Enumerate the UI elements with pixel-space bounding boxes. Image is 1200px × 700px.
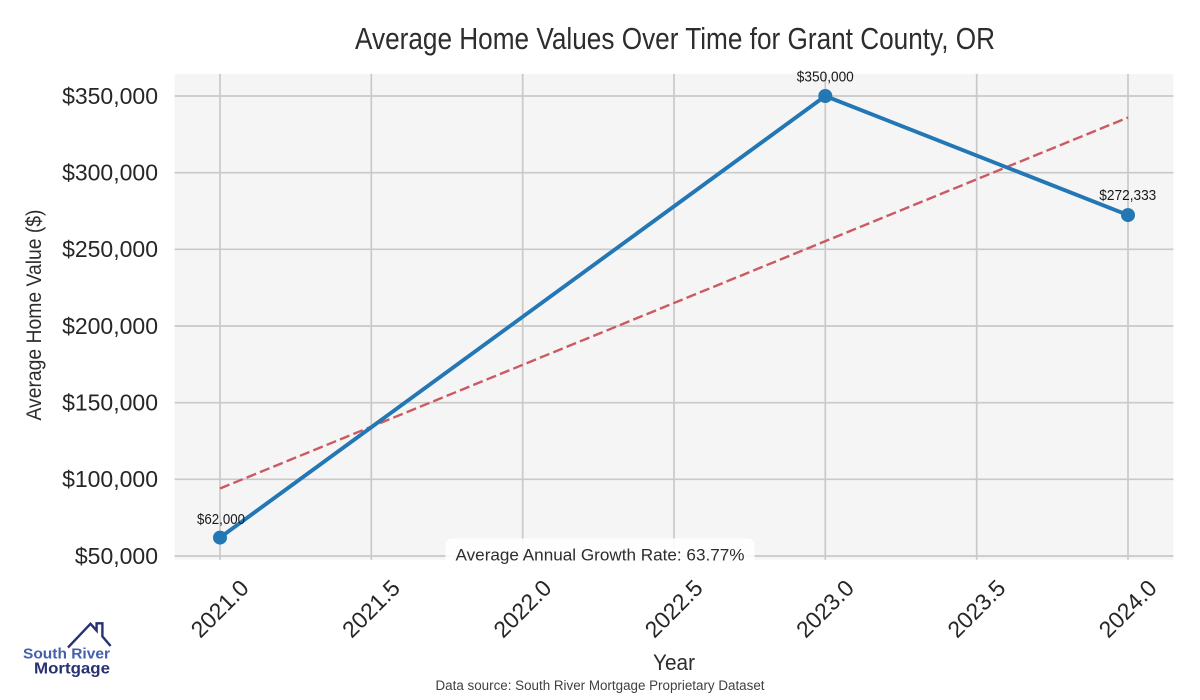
svg-text:South River: South River: [23, 646, 110, 663]
svg-text:$150,000: $150,000: [62, 390, 158, 416]
svg-text:Year: Year: [653, 650, 695, 675]
svg-text:Average Home Value ($): Average Home Value ($): [22, 210, 46, 421]
svg-text:$250,000: $250,000: [62, 236, 158, 262]
svg-text:$272,333: $272,333: [1099, 187, 1156, 204]
svg-text:$62,000: $62,000: [197, 511, 245, 528]
svg-text:$350,000: $350,000: [62, 83, 158, 109]
svg-text:$200,000: $200,000: [62, 313, 158, 339]
svg-text:Mortgage: Mortgage: [34, 661, 110, 678]
svg-text:Average Home Values Over Time: Average Home Values Over Time for Grant …: [355, 21, 995, 56]
svg-text:Data source: South River Mortg: Data source: South River Mortgage Propri…: [436, 678, 765, 693]
svg-text:$100,000: $100,000: [62, 466, 158, 492]
svg-text:$350,000: $350,000: [797, 69, 854, 86]
svg-text:$300,000: $300,000: [62, 160, 158, 186]
svg-text:Average Annual Growth Rate: 63: Average Annual Growth Rate: 63.77%: [456, 546, 745, 565]
svg-text:$50,000: $50,000: [75, 543, 158, 569]
